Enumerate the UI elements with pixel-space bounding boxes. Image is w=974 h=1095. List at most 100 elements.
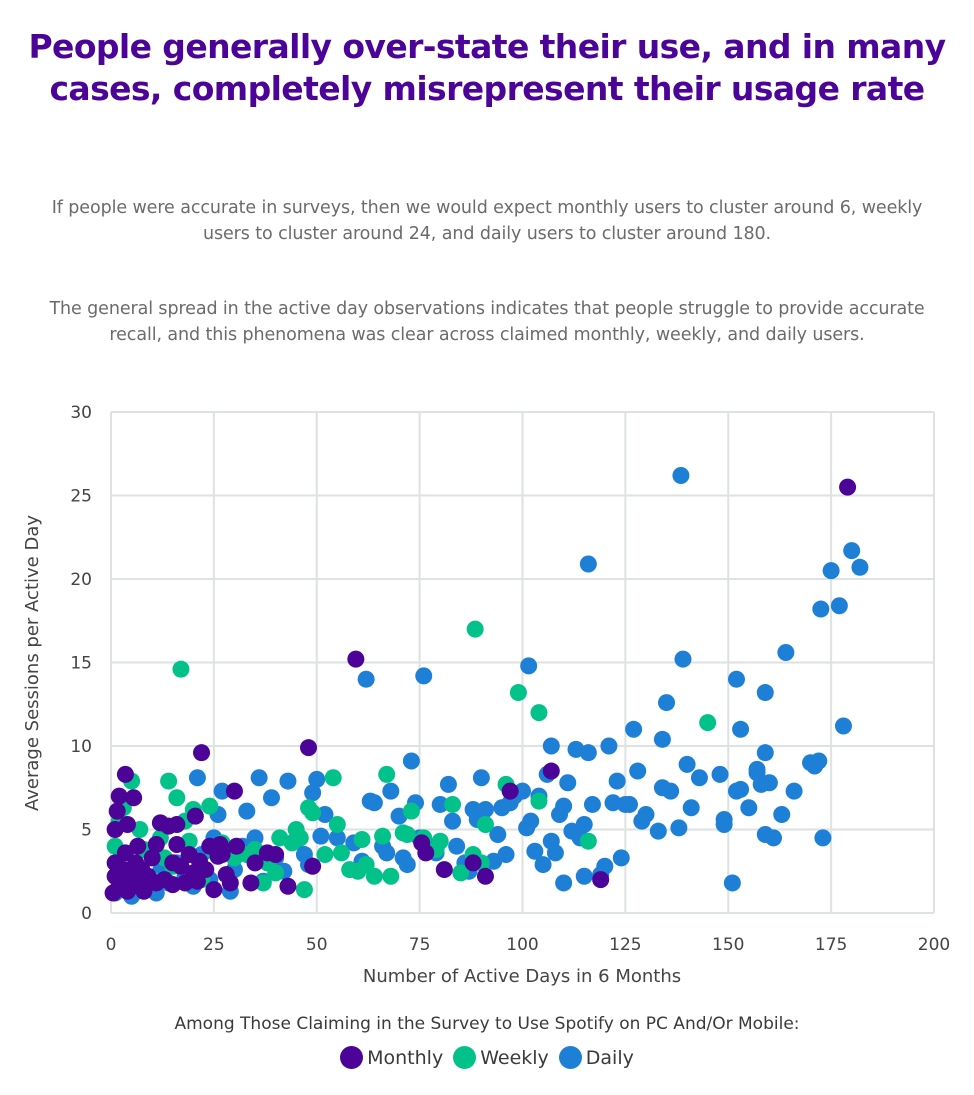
weekly-point bbox=[291, 829, 309, 847]
weekly-point bbox=[452, 864, 470, 882]
weekly-point bbox=[699, 714, 717, 732]
scatter-chart: 0 5 10 15 20 25 30 0 25 50 75 100 125 150 175 200 Aver… bbox=[22, 403, 951, 987]
daily-point bbox=[834, 717, 852, 735]
x-tick-label: 0 bbox=[106, 935, 117, 955]
daily-point bbox=[785, 782, 803, 800]
daily-point bbox=[732, 720, 750, 738]
daily-point bbox=[672, 466, 690, 484]
weekly-point bbox=[295, 881, 313, 899]
daily-point bbox=[682, 799, 700, 817]
legend-label-monthly: Monthly bbox=[367, 1046, 444, 1069]
monthly-point bbox=[304, 857, 322, 875]
legend-item-weekly[interactable]: Weekly bbox=[453, 1046, 549, 1069]
daily-point bbox=[658, 694, 676, 712]
monthly-point bbox=[135, 882, 153, 900]
legend-item-daily[interactable]: Daily bbox=[558, 1046, 634, 1069]
x-axis-ticks: 0 25 50 75 100 125 150 175 200 bbox=[106, 935, 951, 955]
daily-point bbox=[546, 844, 564, 862]
daily-point bbox=[378, 844, 396, 862]
legend-item-monthly[interactable]: Monthly bbox=[340, 1046, 443, 1069]
weekly-point bbox=[201, 797, 219, 815]
y-tick-label: 30 bbox=[70, 403, 92, 423]
y-tick-label: 10 bbox=[70, 737, 92, 757]
daily-point bbox=[497, 846, 515, 864]
monthly-point bbox=[186, 807, 204, 825]
daily-point bbox=[583, 795, 601, 813]
monthly-point bbox=[205, 881, 223, 899]
daily-point bbox=[662, 782, 680, 800]
monthly-point bbox=[125, 789, 143, 807]
daily-point bbox=[653, 730, 671, 748]
daily-point bbox=[542, 737, 560, 755]
x-tick-label: 25 bbox=[203, 935, 225, 955]
monthly-point bbox=[197, 861, 215, 879]
monthly-point bbox=[168, 836, 186, 854]
daily-point bbox=[448, 837, 466, 855]
monthly-point bbox=[143, 849, 161, 867]
monthly-point bbox=[221, 874, 239, 892]
monthly-point bbox=[242, 874, 260, 892]
daily-point bbox=[810, 752, 828, 770]
daily-point bbox=[534, 856, 552, 874]
daily-point bbox=[472, 769, 490, 787]
monthly-point bbox=[347, 650, 365, 668]
daily-point bbox=[489, 826, 507, 844]
y-tick-label: 25 bbox=[70, 487, 92, 507]
daily-point bbox=[678, 755, 696, 773]
daily-point bbox=[670, 819, 688, 837]
daily-point bbox=[575, 815, 593, 833]
daily-point bbox=[715, 815, 733, 833]
monthly-point bbox=[501, 782, 519, 800]
x-tick-label: 50 bbox=[306, 935, 328, 955]
x-tick-label: 200 bbox=[918, 935, 950, 955]
daily-point bbox=[649, 822, 667, 840]
daily-point bbox=[830, 597, 848, 615]
monthly-point bbox=[279, 877, 297, 895]
daily-point bbox=[357, 670, 375, 688]
daily-point bbox=[620, 795, 638, 813]
weekly-point bbox=[168, 789, 186, 807]
weekly-point bbox=[378, 765, 396, 783]
weekly-point bbox=[332, 844, 350, 862]
daily-point bbox=[398, 856, 416, 874]
y-tick-label: 20 bbox=[70, 570, 92, 590]
daily-point bbox=[723, 874, 741, 892]
monthly-point bbox=[108, 802, 126, 820]
weekly-point bbox=[402, 802, 420, 820]
daily-point bbox=[559, 774, 577, 792]
weekly-point bbox=[530, 792, 548, 810]
monthly-point bbox=[147, 836, 165, 854]
weekly-point bbox=[398, 826, 416, 844]
daily-point bbox=[250, 769, 268, 787]
weekly-point bbox=[431, 832, 449, 850]
monthly-point bbox=[118, 815, 136, 833]
weekly-point bbox=[509, 684, 527, 702]
weekly-point bbox=[466, 620, 484, 638]
daily-point bbox=[575, 867, 593, 885]
daily-point bbox=[308, 770, 326, 788]
daily-point bbox=[579, 555, 597, 573]
daily-point bbox=[246, 829, 264, 847]
monthly-point bbox=[464, 854, 482, 872]
daily-point bbox=[822, 562, 840, 580]
weekly-point bbox=[374, 827, 392, 845]
daily-point bbox=[777, 643, 795, 661]
weekly-point bbox=[160, 772, 178, 790]
daily-point bbox=[812, 600, 830, 618]
weekly-point bbox=[324, 769, 342, 787]
monthly-point bbox=[476, 867, 494, 885]
daily-point bbox=[431, 795, 449, 813]
daily-point bbox=[402, 752, 420, 770]
daily-point bbox=[773, 805, 791, 823]
daily-point bbox=[843, 542, 861, 560]
daily-point bbox=[600, 737, 618, 755]
monthly-point bbox=[435, 861, 453, 879]
daily-point bbox=[690, 769, 708, 787]
daily-point bbox=[526, 842, 544, 860]
daily-point bbox=[851, 558, 869, 576]
daily-point bbox=[238, 802, 256, 820]
daily-point bbox=[612, 849, 630, 867]
daily-point bbox=[629, 762, 647, 780]
weekly-point bbox=[530, 704, 548, 722]
daily-point bbox=[760, 774, 778, 792]
